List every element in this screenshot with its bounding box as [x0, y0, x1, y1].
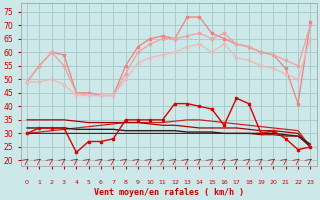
X-axis label: Vent moyen/en rafales ( km/h ): Vent moyen/en rafales ( km/h )	[94, 188, 244, 197]
